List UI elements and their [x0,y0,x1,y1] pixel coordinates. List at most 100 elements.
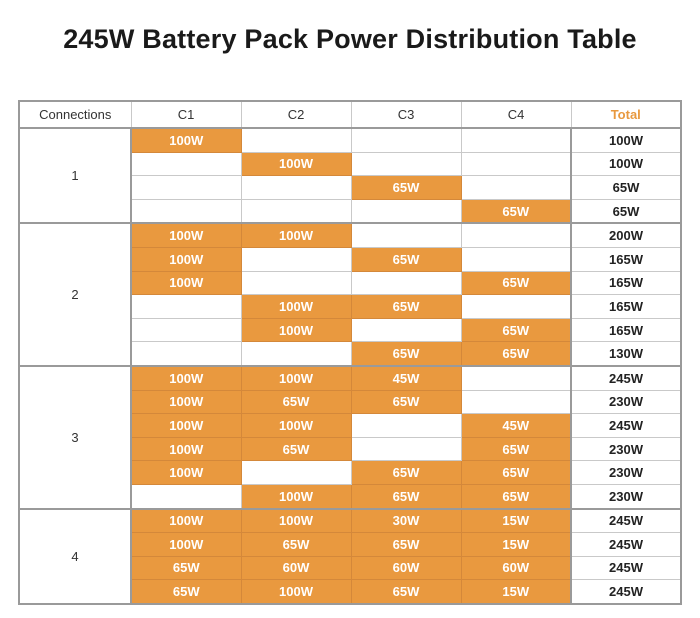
port-c3-cell: 65W [350,294,462,319]
total-cell: 245W [570,532,682,557]
port-c4-cell: 65W [460,198,572,224]
port-c1-cell: 100W [130,413,242,438]
port-c3-cell [350,198,462,224]
table-row: 2 100W 100W 200W [18,222,682,367]
port-c1-cell [130,151,242,177]
port-c4-cell: 15W [460,507,572,534]
port-c3-cell [350,270,462,296]
port-c4-cell: 15W [460,579,572,605]
port-c4-cell [460,389,572,415]
table-row: 100W 65W 65W 230W [19,460,682,485]
port-c3-cell: 65W [350,460,462,485]
port-c1-cell: 100W [130,436,242,462]
port-c3-cell: 60W [350,555,462,581]
header-c4: C4 [460,100,572,129]
port-c2-cell: 65W [240,389,352,415]
table-row: 1 100W 100W [18,127,682,224]
port-c2-cell [240,175,352,200]
total-cell: 100W [570,151,682,177]
total-cell: 245W [570,507,682,534]
table-row: 100W 65W 165W [19,317,682,343]
port-c2-cell [240,270,352,296]
port-c2-cell [240,460,352,485]
port-c3-cell: 65W [350,483,462,510]
port-c3-cell: 65W [350,532,462,557]
port-c2-cell: 100W [240,151,352,177]
total-cell: 230W [570,460,682,485]
table-row: 4 100W 100W 30W 15W 245W [18,507,682,605]
port-c2-cell: 100W [240,579,352,605]
port-c1-cell [130,294,242,319]
port-c4-cell: 60W [460,555,572,581]
page-title: 245W Battery Pack Power Distribution Tab… [63,24,637,54]
port-c3-cell [350,317,462,343]
port-c2-cell: 60W [240,555,352,581]
port-c1-cell: 100W [130,389,242,415]
table-row: 100W 65W 65W 230W [19,436,682,462]
port-c3-cell [350,127,462,153]
port-c1-cell [130,175,242,200]
connections-count: 4 [18,507,132,605]
port-c3-cell [350,151,462,177]
total-cell: 200W [570,222,682,248]
table-row: 3 100W 100W 45W 245W [18,364,682,509]
port-c4-cell [460,246,572,272]
port-c2-cell: 100W [240,364,352,391]
port-c1-cell: 100W [130,246,242,272]
port-c2-cell: 100W [240,483,352,510]
total-cell: 230W [570,389,682,415]
total-cell: 245W [570,555,682,581]
port-c3-cell [350,436,462,462]
total-cell: 165W [570,294,682,319]
port-c3-cell [350,413,462,438]
table-row: 100W 100W 45W 245W [19,413,682,438]
port-c4-cell [460,222,572,248]
port-c2-cell [240,341,352,367]
port-c3-cell: 45W [350,364,462,391]
port-c2-cell: 100W [240,507,352,534]
port-c4-cell [460,151,572,177]
power-distribution-table: Connections C1 C2 C3 C4 Total 1 100W 100W 1… [18,100,682,605]
port-c2-cell: 100W [240,294,352,319]
total-cell: 230W [570,483,682,510]
port-c1-cell [130,198,242,224]
port-c1-cell: 65W [130,555,242,581]
total-cell: 245W [570,579,682,605]
table-row: 100W 65W 65W 230W [19,483,682,510]
port-c4-cell [460,175,572,200]
port-c1-cell [130,341,242,367]
connections-count: 3 [18,364,132,509]
total-cell: 130W [570,341,682,367]
total-cell: 245W [570,364,682,391]
total-cell: 65W [570,175,682,200]
total-cell: 65W [570,198,682,224]
port-c3-cell: 30W [350,507,462,534]
total-cell: 165W [570,246,682,272]
header-row: Connections C1 C2 C3 C4 Total [18,100,682,129]
total-cell: 100W [570,127,682,153]
port-c4-cell: 65W [460,436,572,462]
port-c4-cell: 65W [460,341,572,367]
port-c2-cell: 100W [240,317,352,343]
port-c4-cell: 65W [460,483,572,510]
table-row: 100W 65W 65W 230W [19,389,682,415]
port-c2-cell: 65W [240,532,352,557]
port-c2-cell: 65W [240,436,352,462]
port-c1-cell: 100W [130,222,242,248]
port-c1-cell [130,483,242,510]
table-row: 65W 100W 65W 15W 245W [19,579,682,605]
table-row: 100W 65W 165W [19,294,682,319]
port-c4-cell [460,364,572,391]
table-row: 65W 65W 130W [19,341,682,367]
port-c4-cell: 65W [460,317,572,343]
port-c1-cell: 65W [130,579,242,605]
total-cell: 230W [570,436,682,462]
table-row: 65W 60W 60W 60W 245W [19,555,682,581]
header-c2: C2 [240,100,352,129]
port-c4-cell: 15W [460,532,572,557]
port-c4-cell [460,294,572,319]
port-c4-cell [460,127,572,153]
port-c3-cell: 65W [350,341,462,367]
port-c3-cell: 65W [350,175,462,200]
port-c1-cell: 100W [130,270,242,296]
